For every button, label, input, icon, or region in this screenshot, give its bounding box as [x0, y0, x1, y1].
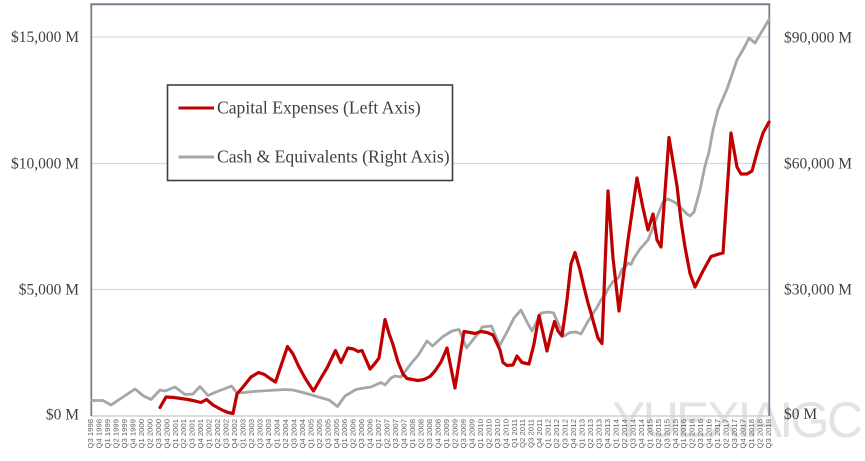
svg-text:Q2 2005: Q2 2005	[315, 419, 324, 449]
svg-text:Q2 2003: Q2 2003	[247, 419, 256, 449]
svg-text:Q2 2012: Q2 2012	[552, 419, 561, 449]
svg-text:YUEXIAIGC: YUEXIAIGC	[612, 392, 863, 448]
svg-text:Q2 2006: Q2 2006	[349, 419, 358, 449]
svg-text:Q2 1999: Q2 1999	[111, 419, 120, 449]
svg-text:Q1 2003: Q1 2003	[239, 419, 248, 449]
svg-text:Q4 2009: Q4 2009	[467, 419, 476, 449]
svg-text:$30,000 M: $30,000 M	[784, 282, 852, 299]
svg-text:Q3 2007: Q3 2007	[391, 419, 400, 449]
svg-text:Q3 2012: Q3 2012	[561, 419, 570, 449]
svg-text:Q4 2004: Q4 2004	[298, 418, 307, 448]
svg-text:Q2 2017: Q2 2017	[722, 419, 731, 449]
svg-text:Q4 2000: Q4 2000	[162, 419, 171, 449]
svg-text:Q2 2018: Q2 2018	[756, 419, 765, 449]
svg-text:Q3 2006: Q3 2006	[357, 419, 366, 449]
svg-text:Q2 2000: Q2 2000	[145, 419, 154, 449]
svg-text:Cash & Equivalents (Right Axis: Cash & Equivalents (Right Axis)	[217, 147, 450, 167]
svg-text:Q1 2009: Q1 2009	[442, 419, 451, 449]
svg-text:Q4 2001: Q4 2001	[196, 419, 205, 449]
svg-text:Q4 2003: Q4 2003	[264, 419, 273, 449]
svg-text:Q2 2016: Q2 2016	[688, 419, 697, 449]
svg-text:Q2 2014: Q2 2014	[620, 418, 629, 448]
svg-text:Q1 2015: Q1 2015	[645, 419, 654, 449]
svg-text:Q4 2017: Q4 2017	[739, 419, 748, 449]
svg-text:$5,000 M: $5,000 M	[19, 282, 80, 299]
svg-text:Q3 2016: Q3 2016	[696, 419, 705, 449]
svg-text:Q2 2009: Q2 2009	[450, 419, 459, 449]
svg-text:Q3 2009: Q3 2009	[459, 419, 468, 449]
svg-text:Q2 2004: Q2 2004	[281, 418, 290, 448]
svg-text:Q4 2007: Q4 2007	[400, 419, 409, 449]
svg-text:Q1 2016: Q1 2016	[679, 419, 688, 449]
svg-text:Q3 2004: Q3 2004	[289, 418, 298, 448]
svg-text:Q1 2002: Q1 2002	[205, 419, 214, 449]
svg-text:Q3 1999: Q3 1999	[120, 419, 129, 449]
svg-text:Q1 1999: Q1 1999	[103, 419, 112, 449]
svg-text:Q1 2011: Q1 2011	[510, 419, 519, 448]
svg-text:Q4 1999: Q4 1999	[128, 419, 137, 449]
svg-text:$15,000 M: $15,000 M	[11, 29, 79, 46]
svg-text:Q3 2002: Q3 2002	[222, 419, 231, 449]
svg-text:Q2 2002: Q2 2002	[213, 419, 222, 449]
svg-text:$60,000 M: $60,000 M	[784, 156, 852, 173]
svg-text:Q2 2007: Q2 2007	[383, 419, 392, 449]
svg-text:Q2 2015: Q2 2015	[654, 419, 663, 449]
svg-text:Q4 2005: Q4 2005	[332, 419, 341, 449]
svg-text:Q3 1998: Q3 1998	[86, 419, 95, 449]
svg-text:Q4 2011: Q4 2011	[535, 419, 544, 448]
svg-text:Q4 2014: Q4 2014	[637, 418, 646, 448]
svg-text:Q3 2018: Q3 2018	[764, 419, 773, 449]
svg-text:Q1 2007: Q1 2007	[374, 419, 383, 449]
svg-text:Q3 2010: Q3 2010	[493, 419, 502, 449]
svg-text:Q1 2010: Q1 2010	[476, 419, 485, 449]
svg-text:$0 M: $0 M	[784, 406, 817, 423]
svg-text:$10,000 M: $10,000 M	[11, 156, 79, 173]
svg-text:Q4 2013: Q4 2013	[603, 419, 612, 449]
svg-text:Q3 2011: Q3 2011	[527, 419, 536, 448]
svg-text:Q1 2004: Q1 2004	[272, 418, 281, 448]
svg-text:Q2 2011: Q2 2011	[518, 419, 527, 448]
svg-text:Q3 2000: Q3 2000	[154, 419, 163, 449]
svg-text:$0 M: $0 M	[46, 407, 79, 424]
svg-text:Q1 2018: Q1 2018	[747, 419, 756, 449]
svg-text:Q4 2012: Q4 2012	[569, 419, 578, 449]
svg-text:Q4 2008: Q4 2008	[434, 419, 443, 449]
svg-text:Q1 2012: Q1 2012	[544, 419, 553, 449]
svg-text:Q1 2014: Q1 2014	[611, 418, 620, 448]
svg-text:Q2 2008: Q2 2008	[417, 419, 426, 449]
svg-text:Q2 2013: Q2 2013	[586, 419, 595, 449]
svg-text:$90,000 M: $90,000 M	[784, 30, 852, 47]
svg-text:Q1 2000: Q1 2000	[137, 419, 146, 449]
svg-text:Q4 2002: Q4 2002	[230, 419, 239, 449]
svg-text:Q1 2005: Q1 2005	[306, 419, 315, 449]
svg-text:Q3 2014: Q3 2014	[628, 418, 637, 448]
svg-text:Q4 2010: Q4 2010	[501, 419, 510, 449]
svg-text:Q3 2017: Q3 2017	[730, 419, 739, 449]
svg-text:Q1 2008: Q1 2008	[408, 419, 417, 449]
svg-text:Q2 2010: Q2 2010	[484, 419, 493, 449]
svg-text:Q1 2001: Q1 2001	[171, 419, 180, 449]
svg-text:Q2 2001: Q2 2001	[179, 419, 188, 449]
svg-text:Q4 2015: Q4 2015	[671, 419, 680, 449]
svg-text:Q3 2015: Q3 2015	[662, 419, 671, 449]
svg-text:Q1 2017: Q1 2017	[713, 419, 722, 449]
svg-text:Q3 2003: Q3 2003	[256, 419, 265, 449]
svg-text:Capital Expenses (Left Axis): Capital Expenses (Left Axis)	[217, 98, 421, 118]
svg-text:Q3 2001: Q3 2001	[188, 419, 197, 449]
svg-text:Q3 2008: Q3 2008	[425, 419, 434, 449]
svg-text:Q4 1998: Q4 1998	[95, 419, 104, 449]
svg-text:Q3 2013: Q3 2013	[595, 419, 604, 449]
svg-text:Q4 2006: Q4 2006	[366, 419, 375, 449]
svg-text:Q4 2016: Q4 2016	[705, 419, 714, 449]
svg-text:Q3 2005: Q3 2005	[323, 419, 332, 449]
svg-text:Q1 2013: Q1 2013	[578, 419, 587, 449]
svg-text:Q1 2006: Q1 2006	[340, 419, 349, 449]
